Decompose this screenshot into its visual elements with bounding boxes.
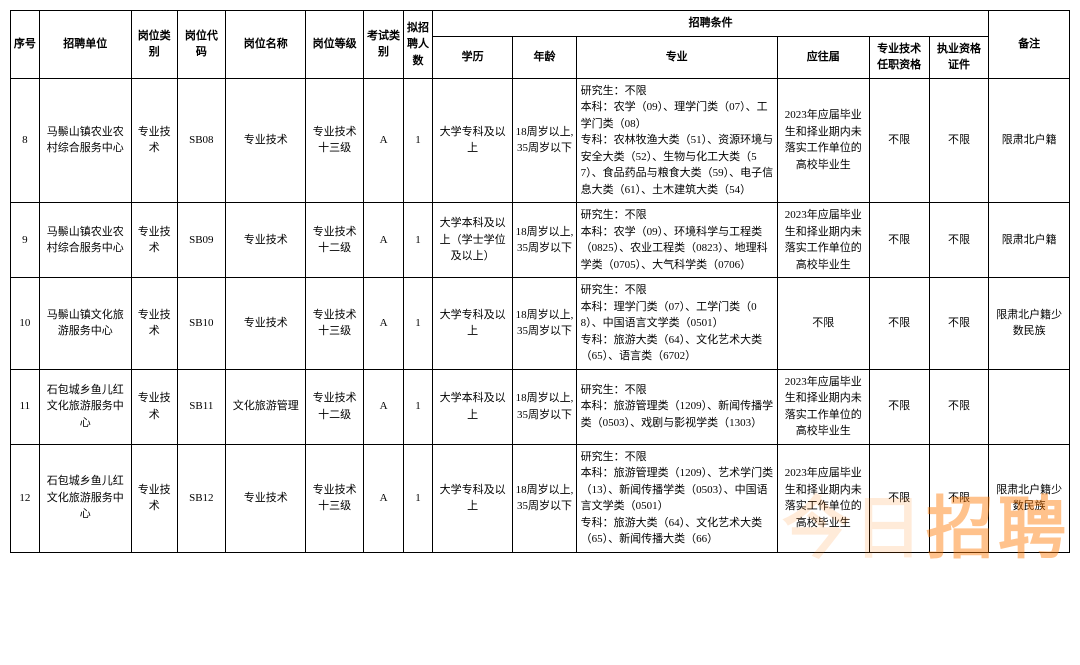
recruitment-table: 序号 招聘单位 岗位类别 岗位代码 岗位名称 岗位等级 考试类别 拟招聘人数 招… [10, 10, 1070, 553]
cell-note: 限肃北户籍 [989, 78, 1070, 203]
cell-seq: 10 [11, 278, 40, 370]
cell-grad: 2023年应届毕业生和择业期内未落实工作单位的高校毕业生 [777, 369, 869, 444]
cell-note [989, 369, 1070, 444]
cell-name: 专业技术 [225, 278, 305, 370]
cell-qual1: 不限 [869, 369, 929, 444]
cell-major: 研究生：不限本科：旅游管理类（1209）、艺术学门类（13）、新闻传播学类（05… [576, 444, 777, 552]
cell-note: 限肃北户籍 [989, 203, 1070, 278]
cell-code: SB10 [177, 278, 225, 370]
cell-code: SB09 [177, 203, 225, 278]
cell-type: 专业技术 [131, 203, 177, 278]
th-type: 岗位类别 [131, 11, 177, 79]
cell-qual2: 不限 [929, 369, 989, 444]
cell-qual2: 不限 [929, 444, 989, 552]
table-row: 9马鬃山镇农业农村综合服务中心专业技术SB09专业技术专业技术十二级A1大学本科… [11, 203, 1070, 278]
cell-code: SB08 [177, 78, 225, 203]
cell-grad: 不限 [777, 278, 869, 370]
th-grad: 应往届 [777, 36, 869, 78]
cell-num: 1 [404, 369, 433, 444]
th-qual1: 专业技术任职资格 [869, 36, 929, 78]
cell-major: 研究生：不限本科：理学门类（07）、工学门类（08）、中国语言文学类（0501）… [576, 278, 777, 370]
cell-level: 专业技术十三级 [306, 78, 363, 203]
cell-type: 专业技术 [131, 78, 177, 203]
th-age: 年龄 [513, 36, 576, 78]
cell-note: 限肃北户籍少数民族 [989, 278, 1070, 370]
th-major: 专业 [576, 36, 777, 78]
cell-level: 专业技术十三级 [306, 278, 363, 370]
cell-exam: A [363, 78, 403, 203]
th-note: 备注 [989, 11, 1070, 79]
cell-qual1: 不限 [869, 203, 929, 278]
cell-unit: 石包城乡鱼儿红文化旅游服务中心 [39, 444, 131, 552]
cell-unit: 马鬃山镇农业农村综合服务中心 [39, 203, 131, 278]
cell-note: 限肃北户籍少数民族 [989, 444, 1070, 552]
table-body: 8马鬃山镇农业农村综合服务中心专业技术SB08专业技术专业技术十三级A1大学专科… [11, 78, 1070, 552]
table-row: 10马鬃山镇文化旅游服务中心专业技术SB10专业技术专业技术十三级A1大学专科及… [11, 278, 1070, 370]
cell-edu: 大学本科及以上 [432, 369, 512, 444]
table-row: 11石包城乡鱼儿红文化旅游服务中心专业技术SB11文化旅游管理专业技术十二级A1… [11, 369, 1070, 444]
cell-seq: 8 [11, 78, 40, 203]
cell-unit: 马鬃山镇文化旅游服务中心 [39, 278, 131, 370]
table-row: 12石包城乡鱼儿红文化旅游服务中心专业技术SB12专业技术专业技术十三级A1大学… [11, 444, 1070, 552]
cell-qual2: 不限 [929, 278, 989, 370]
cell-level: 专业技术十三级 [306, 444, 363, 552]
cell-edu: 大学专科及以上 [432, 278, 512, 370]
cell-unit: 马鬃山镇农业农村综合服务中心 [39, 78, 131, 203]
cell-exam: A [363, 369, 403, 444]
cell-major: 研究生：不限本科：农学（09）、环境科学与工程类（0825）、农业工程类（082… [576, 203, 777, 278]
cell-num: 1 [404, 78, 433, 203]
cell-name: 专业技术 [225, 203, 305, 278]
th-qual2: 执业资格证件 [929, 36, 989, 78]
th-exam: 考试类别 [363, 11, 403, 79]
cell-name: 专业技术 [225, 444, 305, 552]
th-unit: 招聘单位 [39, 11, 131, 79]
cell-age: 18周岁以上,35周岁以下 [513, 444, 576, 552]
th-seq: 序号 [11, 11, 40, 79]
cell-exam: A [363, 203, 403, 278]
cell-age: 18周岁以上,35周岁以下 [513, 203, 576, 278]
th-group: 招聘条件 [432, 11, 989, 37]
cell-level: 专业技术十二级 [306, 369, 363, 444]
cell-seq: 9 [11, 203, 40, 278]
cell-age: 18周岁以上,35周岁以下 [513, 278, 576, 370]
cell-name: 文化旅游管理 [225, 369, 305, 444]
th-name: 岗位名称 [225, 11, 305, 79]
cell-edu: 大学本科及以上（学士学位及以上） [432, 203, 512, 278]
cell-major: 研究生：不限本科：旅游管理类（1209）、新闻传播学类（0503）、戏剧与影视学… [576, 369, 777, 444]
cell-seq: 12 [11, 444, 40, 552]
cell-grad: 2023年应届毕业生和择业期内未落实工作单位的高校毕业生 [777, 444, 869, 552]
th-code: 岗位代码 [177, 11, 225, 79]
th-level: 岗位等级 [306, 11, 363, 79]
cell-edu: 大学专科及以上 [432, 444, 512, 552]
table-header: 序号 招聘单位 岗位类别 岗位代码 岗位名称 岗位等级 考试类别 拟招聘人数 招… [11, 11, 1070, 79]
cell-unit: 石包城乡鱼儿红文化旅游服务中心 [39, 369, 131, 444]
cell-grad: 2023年应届毕业生和择业期内未落实工作单位的高校毕业生 [777, 203, 869, 278]
cell-code: SB12 [177, 444, 225, 552]
th-edu: 学历 [432, 36, 512, 78]
cell-num: 1 [404, 203, 433, 278]
cell-age: 18周岁以上,35周岁以下 [513, 369, 576, 444]
cell-type: 专业技术 [131, 278, 177, 370]
table-row: 8马鬃山镇农业农村综合服务中心专业技术SB08专业技术专业技术十三级A1大学专科… [11, 78, 1070, 203]
cell-qual1: 不限 [869, 278, 929, 370]
cell-qual2: 不限 [929, 203, 989, 278]
cell-qual2: 不限 [929, 78, 989, 203]
cell-level: 专业技术十二级 [306, 203, 363, 278]
cell-type: 专业技术 [131, 444, 177, 552]
cell-edu: 大学专科及以上 [432, 78, 512, 203]
cell-age: 18周岁以上,35周岁以下 [513, 78, 576, 203]
cell-qual1: 不限 [869, 78, 929, 203]
th-num: 拟招聘人数 [404, 11, 433, 79]
cell-name: 专业技术 [225, 78, 305, 203]
cell-code: SB11 [177, 369, 225, 444]
cell-seq: 11 [11, 369, 40, 444]
cell-major: 研究生：不限本科：农学（09）、理学门类（07）、工学门类（08）专科：农林牧渔… [576, 78, 777, 203]
cell-type: 专业技术 [131, 369, 177, 444]
cell-num: 1 [404, 444, 433, 552]
cell-grad: 2023年应届毕业生和择业期内未落实工作单位的高校毕业生 [777, 78, 869, 203]
cell-qual1: 不限 [869, 444, 929, 552]
cell-exam: A [363, 278, 403, 370]
cell-num: 1 [404, 278, 433, 370]
cell-exam: A [363, 444, 403, 552]
